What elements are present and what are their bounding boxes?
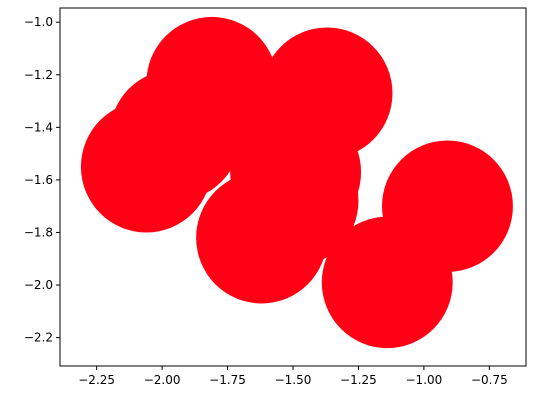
x-tick-label: −0.75 xyxy=(471,373,508,387)
y-tick-label: −1.4 xyxy=(24,120,53,134)
scatter-point-9 xyxy=(321,216,453,349)
markers-layer xyxy=(80,16,513,349)
y-tick-label: −1.2 xyxy=(24,68,53,82)
y-tick-label: −2.0 xyxy=(24,278,53,292)
y-tick-label: −1.8 xyxy=(24,225,53,239)
scatter-point-4 xyxy=(80,101,212,233)
y-tick-label: −1.0 xyxy=(24,15,53,29)
x-tick-label: −2.00 xyxy=(144,373,181,387)
y-axis: −2.2 −2.0 −1.8 −1.6 −1.4 −1.2 −1.0 xyxy=(24,15,60,345)
x-tick-label: −1.50 xyxy=(275,373,312,387)
x-tick-label: −1.75 xyxy=(209,373,246,387)
y-tick-label: −1.6 xyxy=(24,173,53,187)
x-axis: −2.25 −2.00 −1.75 −1.50 −1.25 −1.00 −0.75 xyxy=(78,366,508,387)
x-tick-label: −1.00 xyxy=(406,373,443,387)
scatter-point-7 xyxy=(196,172,328,304)
x-tick-label: −2.25 xyxy=(78,373,115,387)
y-tick-label: −2.2 xyxy=(24,331,53,345)
x-tick-label: −1.25 xyxy=(340,373,377,387)
